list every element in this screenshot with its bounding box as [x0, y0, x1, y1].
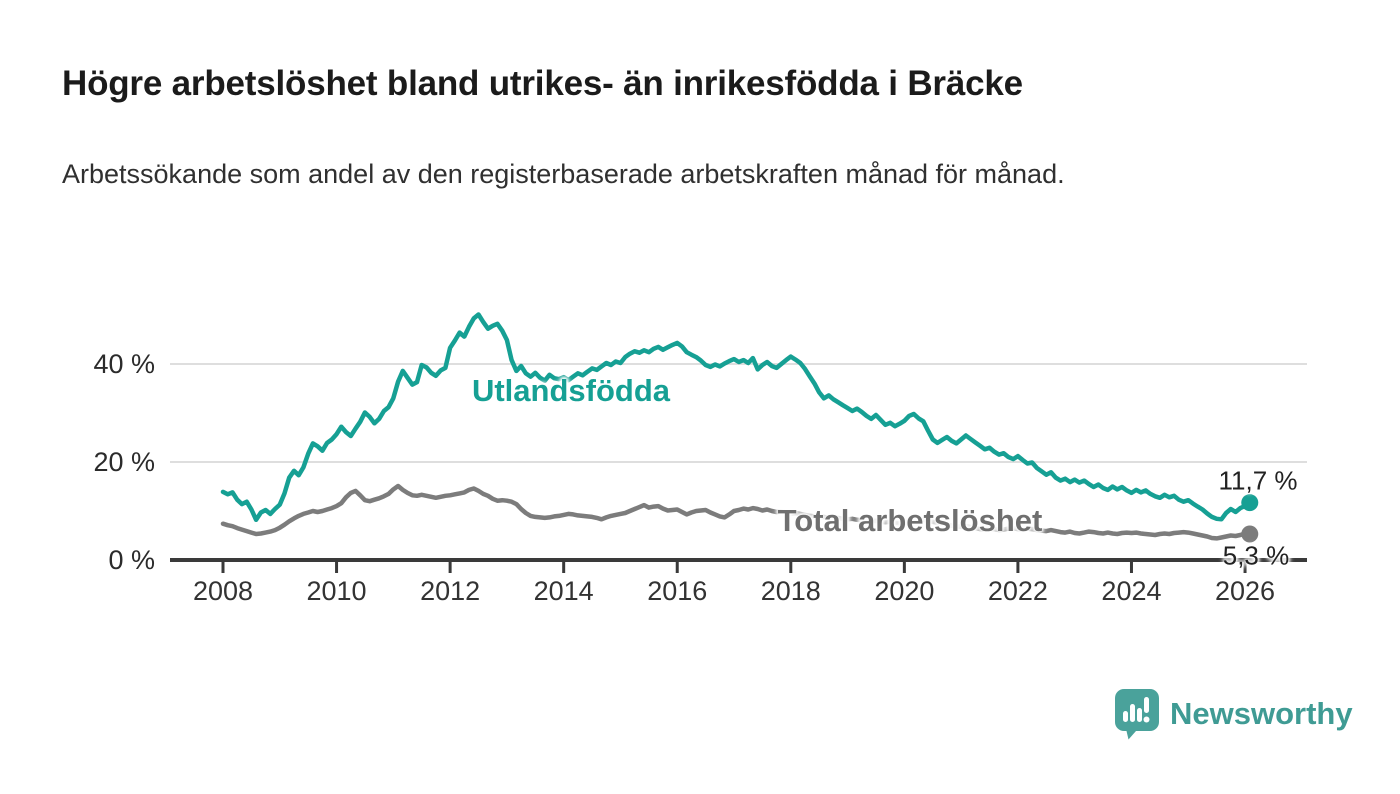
series-end-dot-total-arbetsl-shet [1241, 525, 1259, 543]
x-tick-label: 2014 [533, 576, 594, 606]
newsworthy-bubble-chart-icon [1115, 689, 1159, 740]
end-value-total-arbetsloshet: 5,3 % [1222, 540, 1290, 571]
y-tick-label: 40 % [93, 349, 155, 379]
x-tick-label: 2026 [1214, 576, 1276, 606]
end-value-utlandsfodda: 11,7 % [1218, 465, 1298, 496]
x-tick-label: 2022 [987, 576, 1048, 606]
x-tick-label: 2020 [874, 576, 935, 606]
y-tick-label: 20 % [93, 447, 155, 477]
series-end-dot-utlandsf-dda [1241, 494, 1259, 512]
series-line-utlandsf-dda [220, 312, 1253, 523]
series-line-total-arbetsl-shet [220, 483, 1253, 541]
y-tick-label: 0 % [108, 545, 155, 575]
x-tick-label: 2008 [192, 576, 254, 606]
newsworthy-wordmark: Newsworthy [1170, 696, 1353, 731]
series-label-utlandsfodda: Utlandsfödda [471, 373, 671, 408]
chart-subtitle: Arbetssökande som andel av den registerb… [62, 159, 1065, 189]
x-tick-label: 2012 [420, 576, 481, 606]
newsworthy-logo: Newsworthy [1114, 688, 1353, 740]
x-tick-label: 2016 [647, 576, 708, 606]
x-tick-label: 2018 [760, 576, 821, 606]
x-tick-label: 2024 [1101, 576, 1162, 606]
series-label-total-arbetsloshet: Total arbetslöshet [777, 503, 1043, 538]
chart-title: Högre arbetslöshet bland utrikes- än inr… [62, 64, 1023, 103]
x-tick-label: 2010 [306, 576, 367, 606]
